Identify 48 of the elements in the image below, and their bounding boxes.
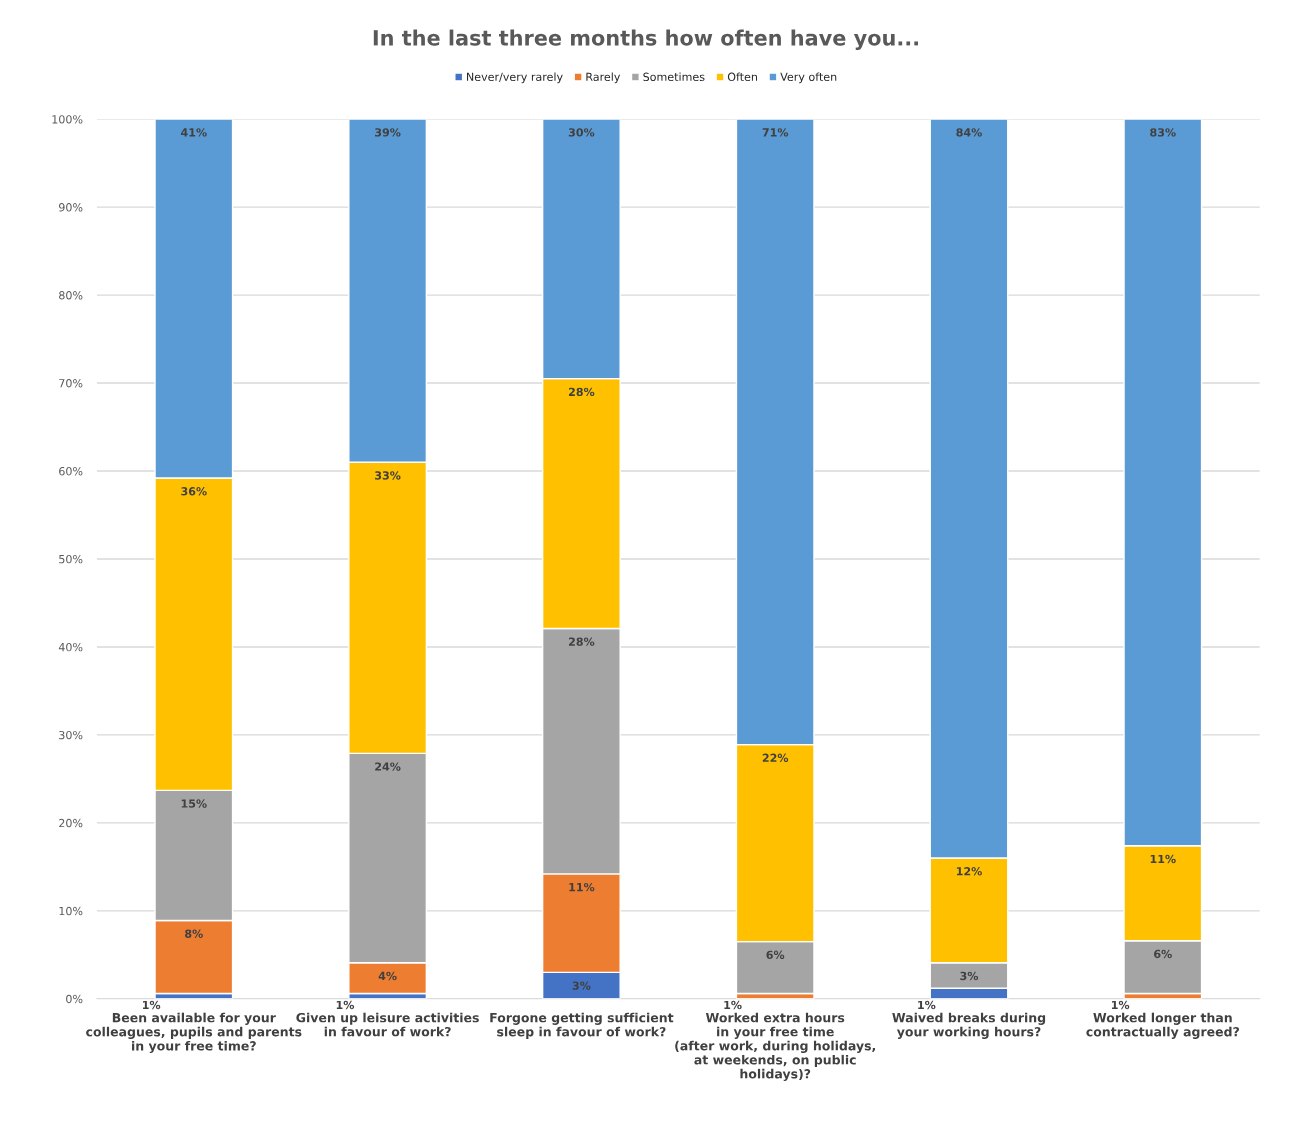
data-label: 6%: [766, 950, 785, 960]
data-label: 39%: [375, 128, 401, 137]
data-label: 3%: [960, 971, 979, 981]
data-label: 11%: [569, 882, 595, 892]
data-label: 11%: [1150, 854, 1176, 864]
data-label: 28%: [568, 637, 595, 646]
data-label: 30%: [568, 128, 595, 137]
y-tick-label: 50%: [59, 554, 83, 564]
data-label: 1%: [918, 1000, 936, 1010]
y-tick-label: 60%: [59, 467, 83, 476]
legend-label: Very often: [780, 72, 837, 84]
chart-title: In the last three months how often have you...: [373, 29, 918, 50]
y-tick-label: 70%: [59, 379, 83, 388]
data-label: 15%: [181, 799, 207, 808]
data-label: 33%: [375, 471, 401, 480]
y-tick-label: 100%: [52, 115, 83, 124]
y-tick-label: 40%: [58, 642, 83, 652]
x-tick-label: Waived breaks during your working hours?: [892, 1012, 1046, 1039]
data-label: 1%: [724, 1000, 742, 1010]
x-tick-label: Worked longer than contractually agreed?: [1086, 1012, 1239, 1039]
data-label: 71%: [762, 128, 789, 137]
data-label: 4%: [378, 971, 397, 981]
data-label: 84%: [956, 128, 982, 137]
legend-label: Often: [727, 72, 758, 82]
data-label: 3%: [572, 981, 591, 990]
legend-label: Rarely: [586, 72, 621, 84]
data-label: 83%: [1150, 128, 1176, 137]
data-label: 1%: [336, 1000, 355, 1010]
x-tick-label: Worked extra hours in your free time (after work, during holidays, at weekends, on public holidays)?: [675, 1012, 875, 1082]
data-label: 28%: [568, 387, 595, 397]
y-tick-label: 90%: [59, 203, 83, 212]
y-tick-label: 30%: [59, 730, 83, 740]
y-tick-label: 10%: [59, 906, 83, 916]
data-label: 36%: [181, 487, 207, 496]
data-label: 12%: [956, 867, 982, 876]
y-tick-label: 20%: [59, 818, 83, 828]
data-label: 24%: [375, 762, 401, 771]
data-label: 41%: [181, 128, 207, 137]
y-tick-label: 0%: [66, 994, 83, 1004]
data-label: 22%: [762, 753, 789, 762]
data-label: 6%: [1154, 949, 1172, 959]
x-tick-label: Forgone getting sufficient sleep in favour of work?: [490, 1012, 674, 1039]
legend-label: Never/very rarely: [467, 72, 563, 84]
data-label: 1%: [142, 1000, 161, 1010]
legend-label: Sometimes: [643, 72, 705, 82]
y-tick-label: 80%: [59, 291, 83, 300]
data-label: 8%: [185, 929, 203, 938]
data-label: 1%: [1111, 1000, 1130, 1010]
